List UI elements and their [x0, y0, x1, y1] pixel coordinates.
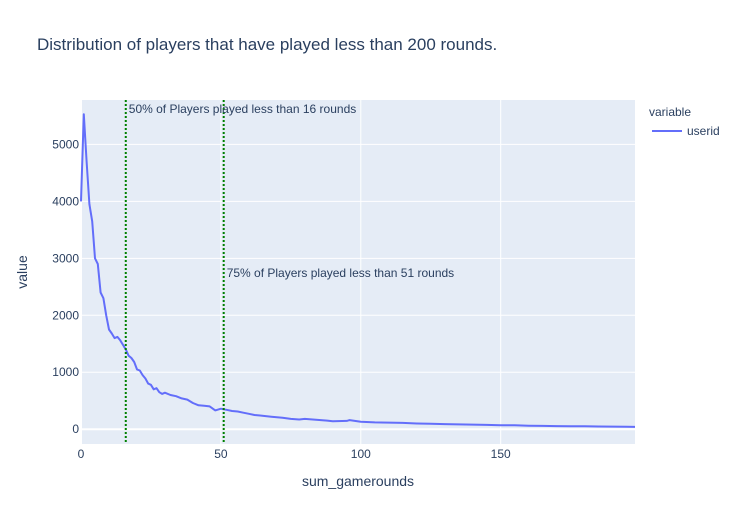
x-tick-label: 150 — [491, 447, 511, 461]
y-tick-label: 0 — [72, 422, 79, 436]
gridlines — [80, 100, 635, 444]
legend[interactable]: variable userid — [649, 105, 720, 138]
x-tick-label: 0 — [78, 447, 85, 461]
legend-item-userid[interactable]: userid — [687, 124, 720, 138]
threshold-annotation: 50% of Players played less than 16 round… — [129, 102, 356, 116]
plot-area — [81, 100, 635, 444]
chart-title: Distribution of players that have played… — [37, 35, 497, 54]
x-axis-ticks: 0 50 100 150 — [78, 447, 511, 461]
series-lines — [80, 113, 636, 428]
threshold-annotations: 50% of Players played less than 16 round… — [129, 102, 454, 280]
y-axis-ticks: 0 1000 2000 3000 4000 5000 — [52, 137, 79, 436]
y-tick-label: 1000 — [52, 365, 79, 379]
legend-title: variable — [649, 105, 691, 119]
threshold-lines — [124, 100, 225, 444]
y-tick-label: 3000 — [52, 251, 79, 265]
x-tick-label: 100 — [351, 447, 371, 461]
y-tick-label: 5000 — [52, 137, 79, 151]
x-tick-label: 50 — [214, 447, 228, 461]
x-axis-title: sum_gamerounds — [302, 473, 414, 489]
y-tick-label: 4000 — [52, 194, 79, 208]
series-line-userid — [80, 113, 636, 428]
threshold-annotation: 75% of Players played less than 51 round… — [227, 266, 454, 280]
y-axis-title: value — [14, 255, 30, 289]
y-tick-label: 2000 — [52, 308, 79, 322]
